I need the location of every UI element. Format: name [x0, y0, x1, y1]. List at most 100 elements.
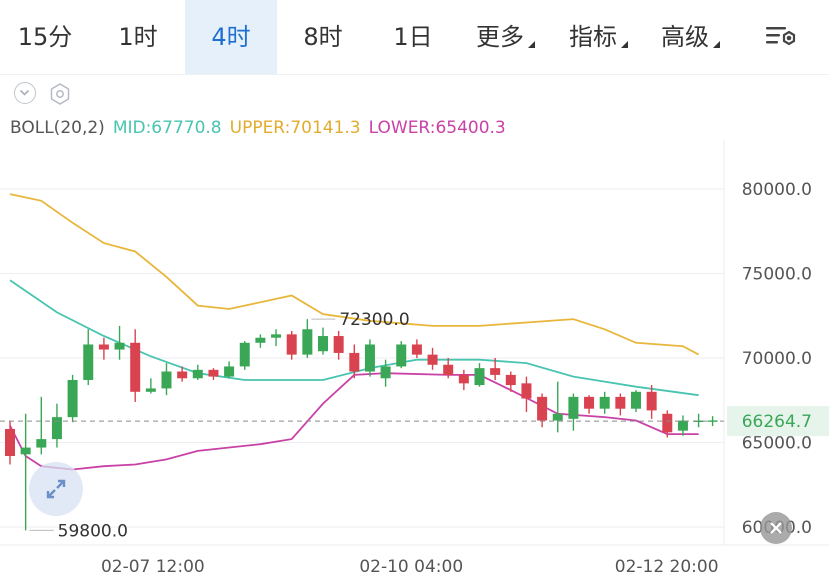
- timeframe-tab-bar: 15分 1时 4时 8时 1日 更多 指标 高级: [0, 0, 829, 75]
- chart-grid: 80000.075000.070000.065000.060000.002-07…: [0, 140, 829, 577]
- x-tick-label: 02-07 12:00: [101, 557, 205, 577]
- tab-8h[interactable]: 8时: [303, 23, 343, 51]
- dropdown-triangle-icon: [528, 41, 535, 48]
- candle-body: [161, 371, 172, 389]
- candle-body: [631, 391, 641, 409]
- candle-body: [411, 344, 422, 355]
- candle-body: [130, 342, 141, 392]
- candle: [192, 364, 203, 380]
- candle: [161, 363, 172, 396]
- boll-lower-line: [9, 372, 699, 471]
- candle: [458, 369, 469, 391]
- boll-upper-line: [9, 193, 700, 356]
- candle-body: [114, 342, 125, 350]
- dropdown-triangle-icon: [621, 41, 628, 48]
- candle: [51, 403, 62, 448]
- candle: [302, 319, 313, 358]
- tab-4h[interactable]: 4时: [185, 0, 277, 74]
- candle: [114, 325, 125, 360]
- tab-indicators[interactable]: 指标: [569, 23, 617, 51]
- candle: [380, 359, 391, 387]
- candle-body: [584, 396, 595, 409]
- hexagon-settings-icon[interactable]: [48, 82, 72, 106]
- candle-body: [677, 420, 688, 431]
- candle-body: [693, 420, 704, 423]
- candle: [474, 363, 485, 387]
- boll-mid-value: MID:67770.8: [112, 118, 222, 138]
- candle: [568, 393, 579, 431]
- low-price-label: 59800.0: [58, 521, 128, 541]
- candle: [333, 330, 344, 360]
- candle: [396, 341, 407, 369]
- x-tick-label: 02-12 20:00: [615, 557, 719, 577]
- candle-body: [364, 344, 375, 372]
- candle: [631, 390, 641, 413]
- candle: [443, 358, 454, 379]
- candle: [537, 393, 548, 428]
- candle: [615, 393, 626, 416]
- chart-overlay: 72300.0 59800.0 66264.7: [0, 310, 829, 541]
- candle: [662, 410, 673, 438]
- x-tick-label: 02-10 04:00: [359, 557, 463, 577]
- candle-body: [537, 396, 548, 421]
- candle-body: [521, 383, 532, 399]
- current-price-label: 66264.7: [742, 412, 812, 432]
- candle-body: [662, 413, 673, 433]
- candle: [5, 420, 15, 465]
- tab-1h[interactable]: 1时: [118, 23, 158, 51]
- current-price-badge: [727, 406, 829, 437]
- boll-lines: [9, 193, 700, 471]
- candle: [271, 329, 282, 347]
- candle: [286, 330, 297, 360]
- candle-body: [20, 447, 31, 455]
- candle: [552, 381, 563, 433]
- high-price-label: 72300.0: [339, 310, 409, 330]
- candle-body: [302, 329, 313, 355]
- boll-mid-line: [9, 279, 699, 397]
- expand-arrows-icon[interactable]: [29, 462, 83, 516]
- candle-body: [67, 379, 78, 418]
- candle-body: [286, 334, 297, 355]
- candle-body: [505, 374, 516, 386]
- boll-indicator-legend: BOLL(20,2) MID:67770.8 UPPER:70141.3 LOWER:…: [10, 118, 514, 138]
- candle: [255, 334, 266, 348]
- candle: [239, 341, 250, 370]
- candle: [36, 396, 47, 455]
- tab-more[interactable]: 更多: [476, 23, 524, 51]
- candle-body: [83, 344, 94, 380]
- candle: [318, 327, 328, 355]
- chart-settings-icon[interactable]: [762, 22, 802, 54]
- candle-body: [318, 336, 328, 352]
- candle: [584, 395, 595, 414]
- tab-1d[interactable]: 1日: [393, 23, 433, 51]
- chevron-down-icon[interactable]: [14, 82, 36, 104]
- candle-body: [98, 344, 109, 350]
- y-tick-label: 70000.0: [742, 349, 812, 369]
- candle-body: [333, 336, 344, 353]
- candle: [130, 329, 141, 402]
- candle: [177, 366, 188, 382]
- candle-body: [208, 369, 219, 377]
- dropdown-triangle-icon: [713, 41, 720, 48]
- candle: [67, 374, 78, 423]
- candle-body: [51, 417, 62, 440]
- close-icon[interactable]: [760, 512, 792, 544]
- candle-body: [145, 388, 156, 392]
- candles: [5, 319, 704, 531]
- candle-body: [349, 352, 360, 372]
- candle: [145, 378, 156, 394]
- tab-advanced[interactable]: 高级: [661, 23, 709, 51]
- boll-lower-value: LOWER:65400.3: [368, 118, 506, 138]
- candle-body: [5, 428, 15, 457]
- tab-15min[interactable]: 15分: [17, 23, 73, 51]
- boll-upper-value: UPPER:70141.3: [229, 118, 361, 138]
- candle-body: [177, 371, 188, 379]
- candle-body: [427, 354, 438, 365]
- candle: [98, 337, 109, 360]
- candle: [208, 368, 219, 380]
- candle: [490, 358, 501, 380]
- y-tick-label: 65000.0: [742, 434, 812, 454]
- candle-body: [380, 366, 391, 379]
- candle-body: [552, 413, 563, 421]
